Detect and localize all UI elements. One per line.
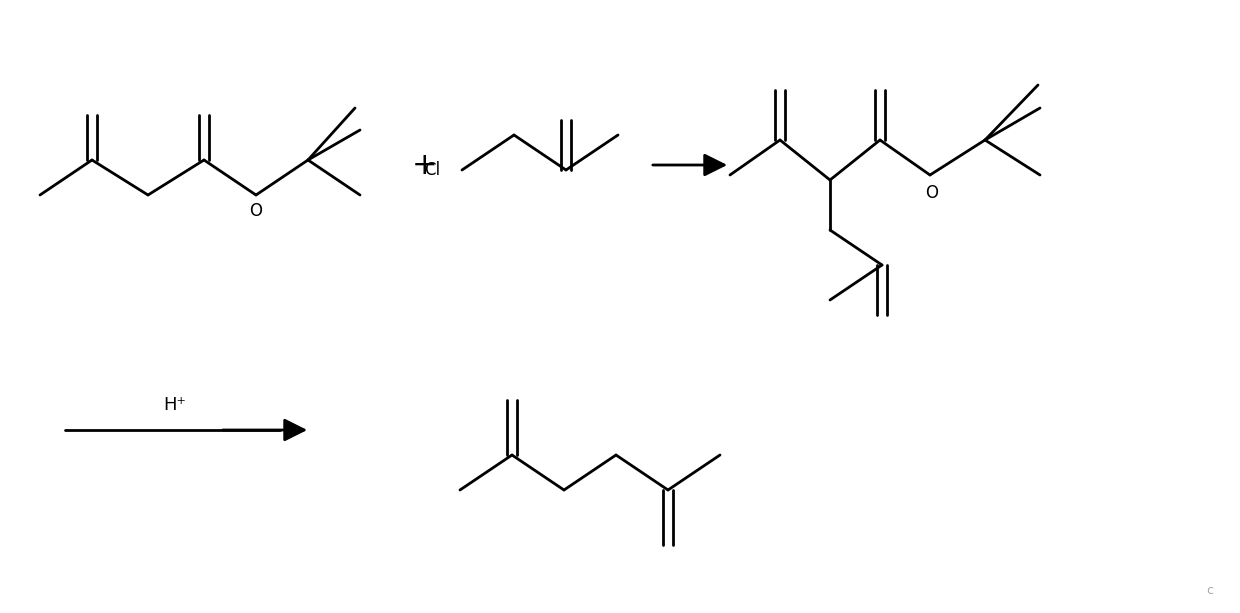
Text: H⁺: H⁺ xyxy=(164,396,186,414)
Text: O: O xyxy=(249,202,263,220)
Text: +: + xyxy=(412,151,438,180)
Text: Cl: Cl xyxy=(424,161,440,179)
Text: O: O xyxy=(925,184,939,202)
Text: c: c xyxy=(1207,584,1214,596)
